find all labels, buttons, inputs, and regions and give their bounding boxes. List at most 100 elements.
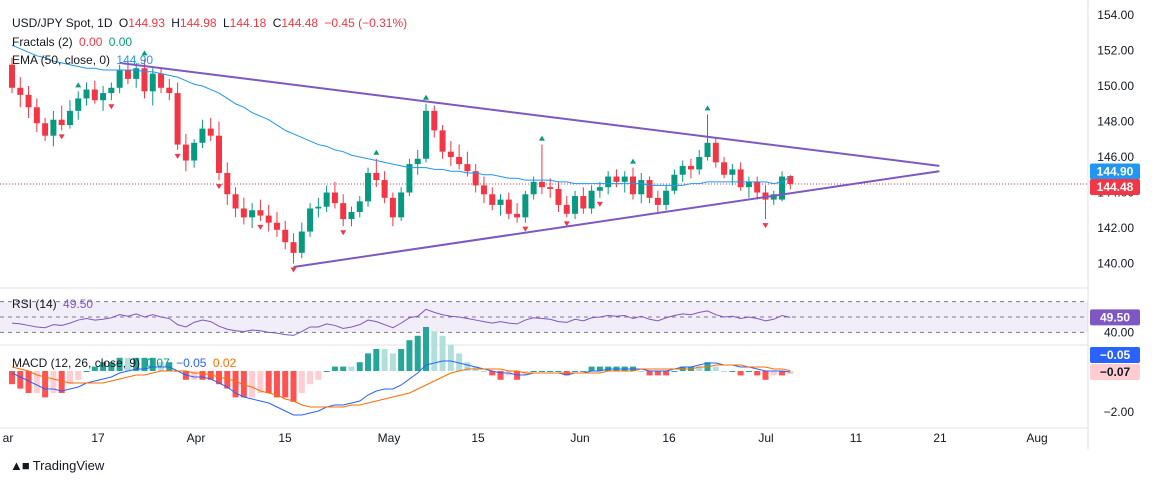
candle-body xyxy=(505,199,512,214)
macd-histogram-bar xyxy=(745,371,752,372)
candle-body xyxy=(621,176,628,182)
candle-body xyxy=(182,144,189,161)
macd-histogram-bar xyxy=(315,371,322,380)
candle-body xyxy=(348,212,355,220)
ohlc-legend: USD/JPY Spot, 1D O144.93 H144.98 L144.18… xyxy=(12,16,410,30)
candle-body xyxy=(124,70,131,79)
macd-histogram-bar xyxy=(216,371,222,385)
candle-body xyxy=(100,93,107,101)
candle-body xyxy=(331,192,338,204)
macd-histogram-bar xyxy=(530,371,537,372)
candle-body xyxy=(33,107,40,124)
candle-body xyxy=(480,185,487,195)
candle-body xyxy=(497,199,504,205)
symbol-title: USD/JPY Spot, 1D xyxy=(12,16,113,30)
macd-histogram-bar xyxy=(323,371,330,372)
time-tick-label: May xyxy=(378,431,401,445)
macd-histogram-bar xyxy=(25,371,32,393)
macd-histogram-bar xyxy=(588,366,595,371)
trendline-upper xyxy=(119,61,940,167)
fractal-down-marker xyxy=(762,223,769,229)
macd-histogram-bar xyxy=(133,357,140,371)
macd-histogram-bar xyxy=(414,335,421,371)
macd-histogram-bar xyxy=(737,371,744,376)
candle-body xyxy=(373,172,380,181)
macd-histogram-bar xyxy=(646,371,653,376)
price-tick-label: 154.00 xyxy=(1097,8,1134,22)
candle-body xyxy=(646,180,653,198)
macd-histogram-bar xyxy=(489,371,496,376)
time-tick-label: 21 xyxy=(933,431,947,445)
candle-body xyxy=(770,194,777,200)
time-tick-label: 16 xyxy=(662,431,676,445)
high-value: 144.98 xyxy=(179,16,217,30)
ema-legend: EMA (50, close, 0) 144.90 xyxy=(12,53,156,67)
candle-body xyxy=(141,68,148,92)
open-label: O xyxy=(118,16,129,30)
candle-body xyxy=(704,142,711,157)
macd-label: MACD (12, 26, close, 9) xyxy=(12,356,141,370)
macd-histogram-bar xyxy=(290,371,297,402)
time-tick-label: 15 xyxy=(471,431,485,445)
tradingview-logo[interactable]: ▲■ TradingView xyxy=(10,458,104,473)
open-value: 144.93 xyxy=(128,16,165,30)
fractal-down-marker xyxy=(596,201,603,207)
macd-histogram-bar xyxy=(389,353,396,371)
macd-histogram-bar xyxy=(141,357,148,371)
candle-body xyxy=(563,204,570,214)
macd-histogram-bar xyxy=(447,344,454,371)
fractal-up-marker xyxy=(630,158,636,164)
candle-body xyxy=(696,157,703,170)
candle-body xyxy=(158,73,165,88)
macd-histogram-bar xyxy=(33,371,40,393)
candle-body xyxy=(613,176,620,182)
macd-level-label: −2.00 xyxy=(1104,405,1135,419)
macd-badge: −0.05 xyxy=(1100,348,1131,362)
fractal-down-marker xyxy=(522,226,529,232)
candle-body xyxy=(116,70,123,88)
candle-body xyxy=(340,203,347,220)
candle-body xyxy=(439,130,446,152)
macd-histogram-bar xyxy=(696,366,703,371)
fractal-up-marker xyxy=(141,50,148,56)
candle-body xyxy=(779,176,786,200)
macd-histogram-bar xyxy=(538,371,545,372)
candle-body xyxy=(547,187,554,189)
candle-body xyxy=(721,162,728,175)
candle-body xyxy=(630,176,636,195)
fractals-down-value: 0.00 xyxy=(108,35,133,49)
macd-histogram-bar xyxy=(671,371,678,372)
candle-body xyxy=(398,192,405,218)
price-tick-label: 150.00 xyxy=(1097,79,1134,93)
candle-body xyxy=(381,180,388,198)
macd-histogram-bar xyxy=(224,371,231,389)
ema-price-badge: 144.90 xyxy=(1097,165,1134,179)
macd-histogram-bar xyxy=(787,371,794,375)
fractal-down-marker xyxy=(340,230,347,236)
fractals-legend: Fractals (2) 0.00 0.00 xyxy=(12,35,135,49)
candle-body xyxy=(257,210,264,216)
candle-body xyxy=(133,68,140,79)
candle-body xyxy=(472,171,479,186)
macd-line xyxy=(11,360,791,416)
macd-histogram-bar xyxy=(356,362,363,371)
candle-body xyxy=(58,119,65,126)
fractal-down-marker xyxy=(58,134,65,140)
macd-histogram-bar xyxy=(398,349,405,371)
candle-body xyxy=(671,174,678,191)
fractal-down-marker xyxy=(257,224,264,230)
candle-body xyxy=(9,64,15,88)
candle-body xyxy=(273,222,280,230)
macd-histogram-bar xyxy=(91,366,98,371)
macd-histogram-bar xyxy=(480,371,487,372)
fractal-down-marker xyxy=(174,153,181,159)
close-label: C xyxy=(272,16,282,30)
macd-histogram-bar xyxy=(199,371,206,380)
candle-body xyxy=(754,181,761,193)
candle-body xyxy=(423,110,429,159)
candle-body xyxy=(679,165,686,175)
price-tick-label: 152.00 xyxy=(1097,44,1134,58)
candle-body xyxy=(17,87,24,95)
